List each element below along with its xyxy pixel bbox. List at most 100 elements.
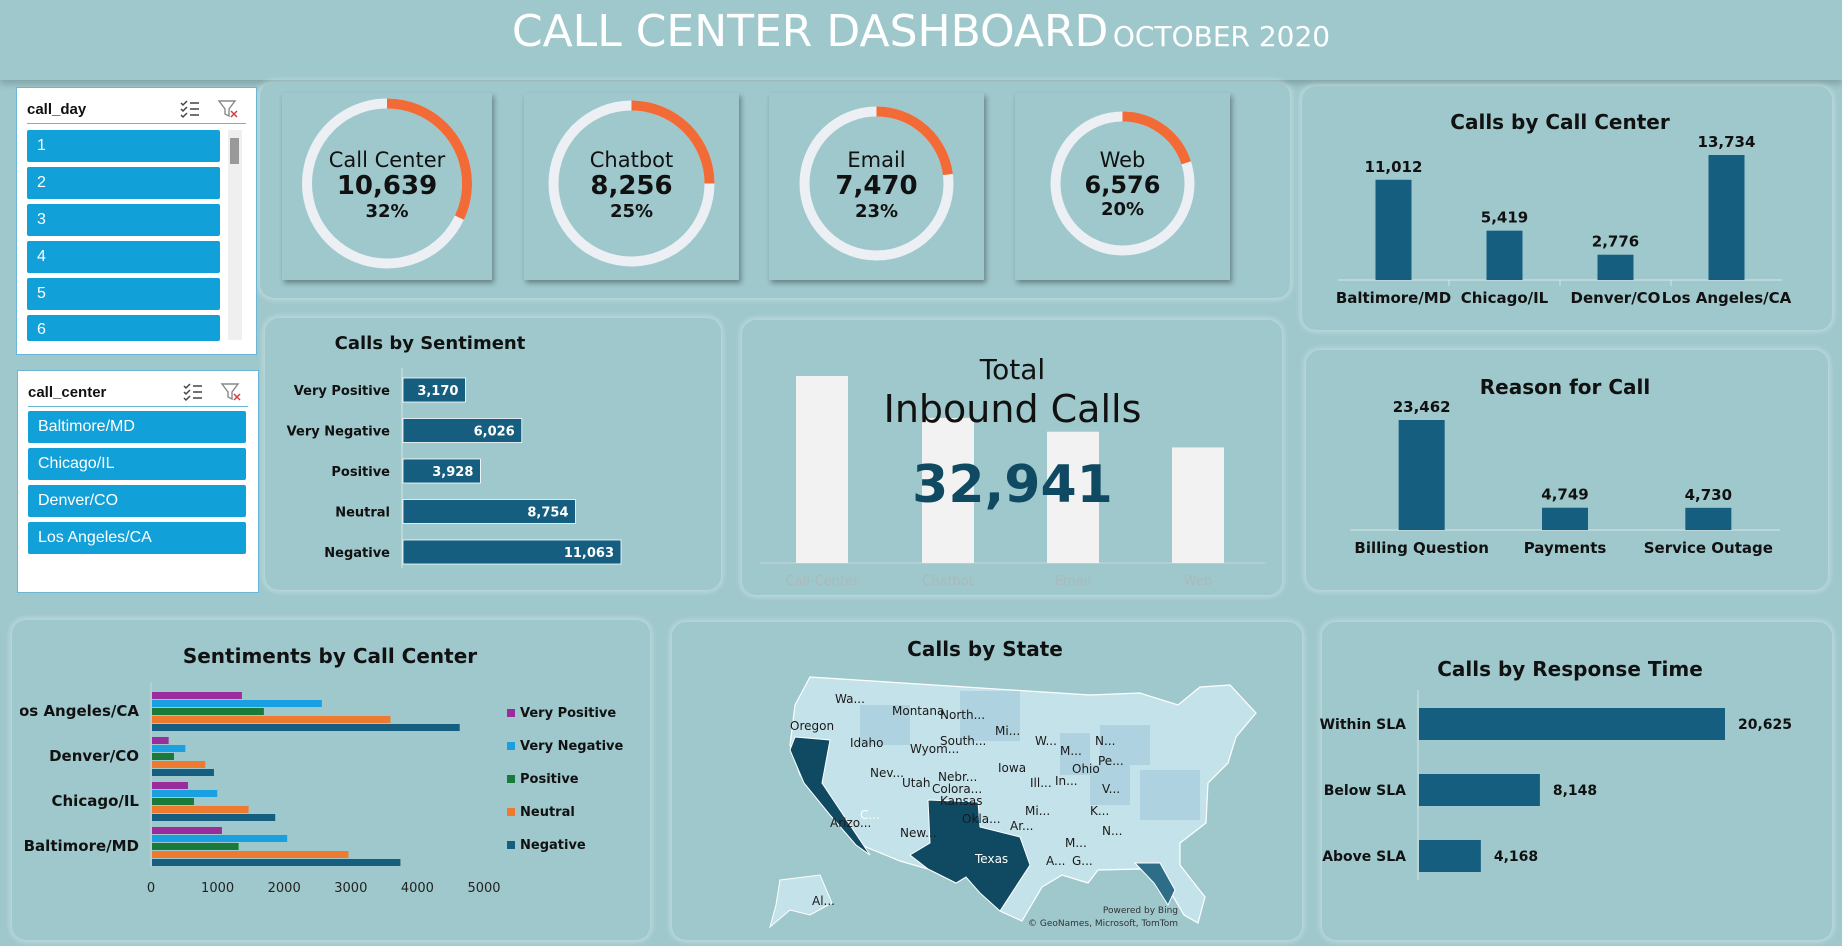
- state-florida[interactable]: [1133, 862, 1176, 907]
- bar[interactable]: [152, 835, 288, 842]
- clear-filter-icon[interactable]: [217, 98, 239, 120]
- kpi-percent: 32%: [365, 200, 409, 222]
- clear-filter-icon[interactable]: [220, 381, 242, 403]
- state-texas[interactable]: [909, 799, 1031, 912]
- data-label: 3,928: [432, 465, 473, 480]
- category-label: Email: [1055, 574, 1091, 589]
- bar[interactable]: [402, 499, 576, 524]
- bar[interactable]: [152, 769, 214, 776]
- bar[interactable]: [152, 851, 349, 858]
- state-label: M...: [1060, 744, 1082, 758]
- total-label: Total: [979, 353, 1046, 386]
- state-alaska[interactable]: [769, 874, 833, 929]
- state-region[interactable]: [1060, 733, 1090, 775]
- bar[interactable]: [152, 790, 218, 797]
- slicer-scrollbar[interactable]: [228, 130, 242, 340]
- bar[interactable]: [1486, 230, 1523, 280]
- category-label: Service Outage: [1644, 539, 1773, 557]
- category-label: Denver/CO: [49, 747, 139, 765]
- bar[interactable]: [402, 377, 466, 403]
- bar[interactable]: [402, 418, 523, 443]
- bar[interactable]: [152, 859, 401, 866]
- slicer-item-day-2[interactable]: 2: [27, 167, 220, 199]
- calls-by-state-title: Calls by State: [907, 637, 1063, 661]
- bar[interactable]: [1419, 708, 1725, 740]
- dashboard-title: CALL CENTER DASHBOARD: [511, 6, 1109, 57]
- slicer-item-denver-co[interactable]: Denver/CO: [28, 485, 246, 517]
- data-label: 20,625: [1738, 717, 1792, 733]
- state-california[interactable]: [789, 736, 871, 856]
- bar[interactable]: [1708, 155, 1745, 280]
- multi-select-icon[interactable]: [179, 98, 201, 120]
- bar[interactable]: [152, 700, 322, 707]
- state-label: Montana: [892, 704, 944, 718]
- legend-label: Very Negative: [520, 739, 623, 754]
- state-label: N...: [1102, 824, 1122, 838]
- category-label: Payments: [1524, 539, 1607, 557]
- bar[interactable]: [1047, 431, 1099, 563]
- bar[interactable]: [402, 458, 481, 484]
- state-region[interactable]: [1100, 725, 1150, 765]
- kpi-card-email: Email 7,470 23%: [769, 93, 984, 280]
- state-region[interactable]: [860, 705, 910, 745]
- bar[interactable]: [1597, 254, 1634, 280]
- category-label: Los Angeles/CA: [1662, 289, 1792, 307]
- bar[interactable]: [1685, 507, 1732, 530]
- bar[interactable]: [152, 692, 242, 699]
- dashboard-header: CALL CENTER DASHBOARD OCTOBER 2020: [0, 0, 1842, 80]
- bar[interactable]: [152, 745, 186, 752]
- scrollbar-thumb[interactable]: [230, 138, 239, 164]
- category-label: Baltimore/MD: [24, 837, 139, 855]
- state-label: K...: [1090, 804, 1109, 818]
- slicer-item-day-4[interactable]: 4: [27, 241, 220, 273]
- bar[interactable]: [152, 782, 188, 789]
- call-center-slicer[interactable]: call_center Baltimore/MD Chicago/IL Denver…: [17, 370, 259, 593]
- bar[interactable]: [152, 814, 276, 821]
- bar[interactable]: [1542, 507, 1588, 530]
- bar[interactable]: [1398, 420, 1445, 530]
- inbound-channels-chart: Call-Center Chatbot Email Web: [760, 376, 1265, 589]
- state-label: C...: [860, 808, 880, 822]
- donut-label-group: Call Center 10,639 32%: [282, 148, 492, 222]
- slicer-item-baltimore-md[interactable]: Baltimore/MD: [28, 411, 246, 443]
- category-label: Chatbot: [922, 574, 974, 589]
- call-day-slicer[interactable]: call_day 1 2 3 4 5 6: [16, 87, 257, 355]
- slicer-item-day-5[interactable]: 5: [27, 278, 220, 310]
- slicer-item-day-6[interactable]: 6: [27, 315, 220, 341]
- bar[interactable]: [152, 761, 206, 768]
- bar[interactable]: [152, 753, 174, 760]
- bar[interactable]: [152, 716, 391, 723]
- state-region[interactable]: [1140, 770, 1200, 820]
- donut-label-group: Chatbot 8,256 25%: [524, 148, 739, 222]
- bar[interactable]: [1419, 840, 1481, 872]
- bar[interactable]: [152, 843, 239, 850]
- x-tick-label: 5000: [467, 881, 500, 896]
- slicer-item-day-3[interactable]: 3: [27, 204, 220, 236]
- slicer-item-chicago-il[interactable]: Chicago/IL: [28, 448, 246, 480]
- bar[interactable]: [1375, 179, 1412, 280]
- state-label: W...: [1035, 734, 1057, 748]
- bar[interactable]: [1172, 447, 1224, 563]
- bar[interactable]: [152, 827, 222, 834]
- state-region[interactable]: [1090, 765, 1130, 805]
- slicer-item-day-1[interactable]: 1: [27, 130, 220, 162]
- bar[interactable]: [922, 417, 974, 563]
- state-label: South...: [940, 734, 986, 748]
- bar[interactable]: [152, 737, 169, 744]
- category-label: Baltimore/MD: [1336, 289, 1451, 307]
- bar[interactable]: [152, 708, 264, 715]
- bar[interactable]: [152, 724, 460, 731]
- multi-select-icon[interactable]: [182, 381, 204, 403]
- state-label: Oregon: [790, 719, 834, 733]
- state-label: New...: [900, 826, 937, 840]
- state-region[interactable]: [960, 691, 1020, 741]
- bar[interactable]: [402, 539, 622, 565]
- bar[interactable]: [1419, 774, 1540, 806]
- bar[interactable]: [152, 806, 249, 813]
- bar[interactable]: [796, 376, 848, 563]
- dashboard-subtitle: OCTOBER 2020: [1112, 20, 1331, 53]
- slicer-item-los-angeles-ca[interactable]: Los Angeles/CA: [28, 522, 246, 554]
- donut-ring: [302, 98, 472, 269]
- bar[interactable]: [152, 798, 194, 805]
